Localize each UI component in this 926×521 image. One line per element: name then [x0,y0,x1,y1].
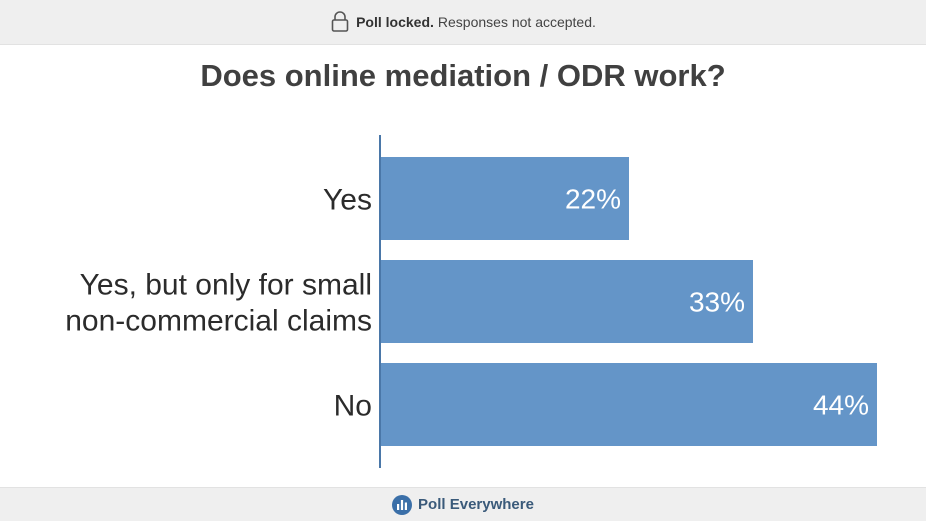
category-label-line: Yes, but only for small [80,269,372,302]
category-label-1: Yes, but only for small non-commercial cl… [65,269,372,338]
category-label-line: non-commercial claims [65,305,372,338]
poll-title: Does online mediation / ODR work? [200,58,726,93]
poll-everywhere-logo-icon [392,494,413,515]
bar-0 [381,157,629,240]
category-label-line: No [334,390,372,423]
bar-2 [381,363,877,446]
bar-1 [381,260,753,343]
banner-status: Poll locked. [356,14,434,30]
bar-value-label-2: 44% [813,390,869,421]
footer-brand: Poll Everywhere [418,496,534,513]
bar-value-label-0: 22% [565,184,621,215]
footer-bar: Poll Everywhere [0,487,926,521]
category-label-2: No [334,390,372,423]
banner-message: Responses not accepted. [437,14,596,30]
poll-locked-banner: Poll locked. Responses not accepted. [0,0,926,45]
category-label-line: Yes [323,184,372,217]
category-label-0: Yes [323,184,372,217]
bar-value-label-1: 33% [689,287,745,318]
lock-icon [331,11,349,32]
